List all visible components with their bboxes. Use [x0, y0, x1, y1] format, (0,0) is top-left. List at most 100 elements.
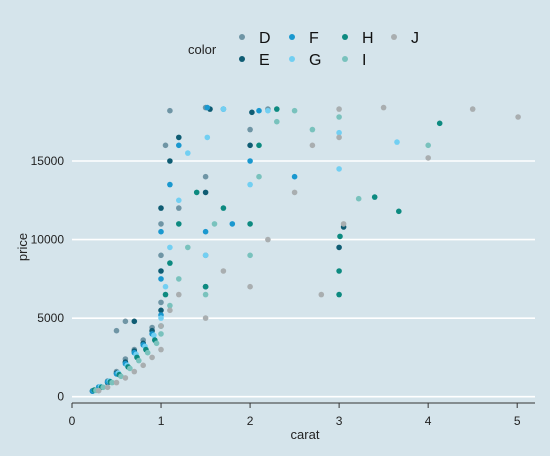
data-point-H	[396, 208, 402, 215]
data-point-D	[158, 252, 164, 259]
data-point-D	[176, 205, 182, 211]
data-point-I	[176, 276, 182, 282]
data-point-J	[122, 375, 129, 381]
data-point-J	[291, 189, 298, 196]
data-point-J	[340, 221, 347, 227]
data-point-I	[274, 118, 280, 125]
data-point-E	[158, 268, 164, 274]
y-axis-title: price	[15, 233, 30, 261]
data-point-H	[336, 291, 342, 298]
legend-label-F: F	[309, 30, 319, 47]
data-point-I	[118, 373, 124, 380]
data-point-I	[425, 142, 432, 149]
data-point-I	[256, 173, 262, 180]
legend-key-E	[239, 56, 245, 62]
data-point-F	[158, 276, 164, 282]
data-point-I	[202, 291, 209, 298]
legend-key-I	[342, 56, 348, 62]
data-point-D	[158, 221, 164, 227]
data-point-G	[204, 134, 211, 141]
data-point-H	[202, 283, 209, 290]
x-tick-label: 1	[158, 414, 165, 428]
legend-key-G	[289, 56, 295, 62]
data-point-F	[167, 181, 173, 188]
data-point-G	[176, 197, 182, 204]
legend-title: color	[188, 42, 217, 57]
legend: color DE FG HI J	[188, 30, 419, 69]
data-point-J	[247, 283, 253, 290]
grid-lines	[72, 160, 535, 398]
data-point-I	[127, 365, 133, 372]
x-tick-label: 4	[425, 414, 432, 428]
data-point-G	[202, 252, 209, 259]
data-point-I	[185, 244, 191, 251]
data-point-F	[158, 228, 164, 235]
data-point-J	[158, 346, 164, 353]
data-point-J	[158, 323, 164, 329]
data-point-I	[109, 379, 115, 386]
data-point-D	[167, 107, 173, 114]
data-point-G	[336, 129, 342, 136]
data-point-G	[394, 139, 400, 145]
data-point-J	[336, 106, 342, 112]
data-point-D	[247, 126, 253, 133]
data-point-J	[202, 315, 209, 321]
data-point-H	[176, 221, 182, 227]
y-tick-label: 10000	[31, 233, 65, 247]
data-point-H	[247, 221, 253, 227]
legend-label-J: J	[411, 30, 419, 47]
data-point-E	[158, 205, 164, 211]
data-point-I	[336, 114, 342, 120]
data-point-I	[211, 221, 218, 227]
data-point-E	[202, 189, 209, 196]
data-point-H	[167, 260, 173, 266]
data-point-D	[113, 327, 120, 334]
data-point-I	[144, 349, 151, 356]
data-point-J	[167, 307, 173, 314]
data-point-J	[140, 362, 146, 369]
data-point-E	[131, 318, 138, 325]
legend-label-G: G	[309, 52, 321, 69]
data-point-J	[220, 268, 227, 274]
data-point-E	[249, 109, 255, 116]
data-point-G	[185, 150, 191, 156]
data-point-H	[193, 189, 200, 196]
data-point-G	[167, 244, 173, 251]
data-point-J	[104, 384, 111, 391]
data-point-J	[318, 291, 325, 298]
data-point-D	[122, 318, 129, 325]
data-point-G	[162, 283, 169, 290]
data-point-G	[247, 181, 253, 188]
legend-label-E: E	[259, 52, 270, 69]
data-point-H	[436, 120, 443, 127]
legend-key-D	[239, 34, 245, 40]
x-tick-label: 0	[69, 414, 76, 428]
data-point-E	[336, 244, 342, 251]
legend-label-H: H	[362, 30, 374, 47]
data-point-F	[256, 107, 262, 114]
y-tick-label: 5000	[37, 311, 64, 325]
data-point-E	[158, 307, 164, 314]
y-tick-label: 15000	[31, 154, 65, 168]
data-point-G	[265, 107, 271, 114]
data-point-G	[158, 315, 164, 321]
data-points	[89, 104, 521, 395]
data-point-I	[309, 126, 316, 133]
data-point-J	[131, 368, 138, 375]
data-point-I	[167, 302, 173, 309]
data-point-H	[371, 194, 378, 200]
data-point-F	[202, 228, 209, 235]
data-point-J	[309, 142, 316, 149]
data-point-I	[136, 357, 142, 364]
data-point-F	[291, 173, 298, 180]
data-point-J	[176, 291, 182, 298]
data-point-H	[336, 268, 342, 274]
x-tick-label: 2	[247, 414, 254, 428]
data-point-I	[247, 252, 253, 259]
x-axis-title: carat	[291, 427, 320, 442]
data-point-H	[162, 291, 169, 298]
legend-label-I: I	[362, 52, 366, 69]
data-point-H	[274, 106, 280, 112]
data-point-I	[158, 331, 164, 337]
data-point-J	[515, 114, 521, 120]
